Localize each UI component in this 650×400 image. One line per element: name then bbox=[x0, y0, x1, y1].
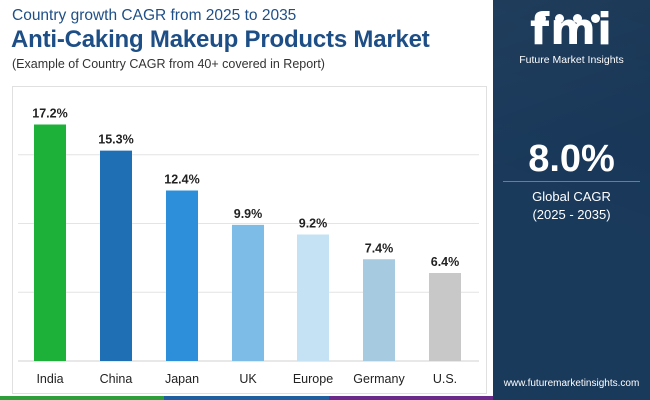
chart-subtitle: Country growth CAGR from 2025 to 2035 bbox=[12, 7, 297, 24]
x-tick-label: China bbox=[100, 372, 133, 386]
bar-europe bbox=[297, 234, 329, 361]
data-label: 17.2% bbox=[32, 107, 67, 121]
x-tick-label: U.S. bbox=[433, 372, 457, 386]
strip-segment-purple bbox=[328, 396, 493, 400]
bar-u-s bbox=[429, 273, 461, 361]
bar-china bbox=[100, 150, 132, 361]
data-label: 12.4% bbox=[164, 173, 199, 187]
strip-segment-green bbox=[0, 396, 165, 400]
x-tick-label: India bbox=[36, 372, 63, 386]
data-label: 9.2% bbox=[299, 217, 328, 231]
x-tick-label: Japan bbox=[165, 372, 199, 386]
data-label: 9.9% bbox=[234, 207, 263, 221]
chart-title: Anti-Caking Makeup Products Market bbox=[11, 26, 430, 53]
data-label: 15.3% bbox=[98, 133, 133, 147]
cagr-divider bbox=[503, 181, 640, 182]
bar-chart: 17.2% India 15.3% China 12.4% Japan 9.9% UK 9.2%… bbox=[18, 107, 479, 386]
bar-japan bbox=[166, 190, 198, 361]
x-tick-label: Europe bbox=[293, 372, 333, 386]
x-tick-label: Germany bbox=[353, 372, 405, 386]
bar-uk bbox=[232, 224, 264, 361]
website-link[interactable]: www.futuremarketinsights.com bbox=[503, 378, 640, 389]
side-panel: fmi Future Market Insights 8.0% Global C… bbox=[493, 0, 650, 400]
cagr-label-block: Global CAGR (2025 - 2035) bbox=[493, 188, 650, 224]
x-tick-label: UK bbox=[239, 372, 257, 386]
cagr-label: Global CAGR bbox=[532, 189, 611, 204]
cagr-value: 8.0% bbox=[528, 138, 615, 180]
bar-india bbox=[34, 124, 66, 361]
chart-note: (Example of Country CAGR from 40+ covere… bbox=[12, 57, 325, 71]
logo-subtitle: Future Market Insights bbox=[519, 54, 624, 66]
data-label: 7.4% bbox=[365, 241, 394, 255]
logo-dots-icon bbox=[533, 10, 613, 23]
strip-segment-blue bbox=[164, 396, 329, 400]
bar-germany bbox=[363, 259, 395, 361]
cagr-period: (2025 - 2035) bbox=[532, 207, 611, 222]
fmi-logo: fmi Future Market Insights bbox=[493, 8, 650, 67]
data-label: 6.4% bbox=[431, 255, 460, 269]
bottom-color-strip bbox=[0, 396, 493, 400]
